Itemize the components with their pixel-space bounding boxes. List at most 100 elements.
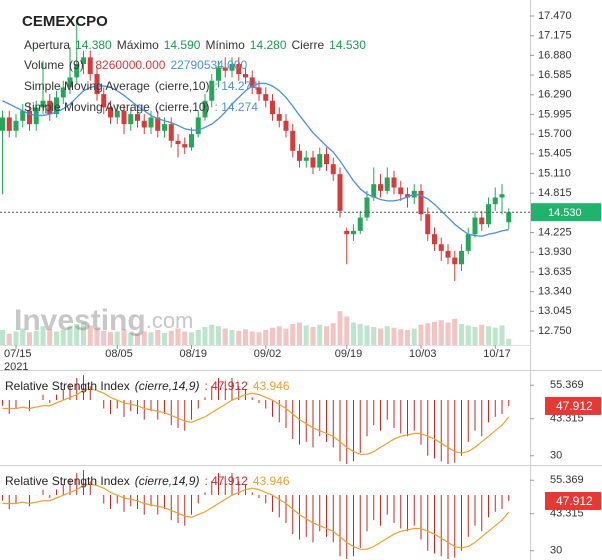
candle-body <box>276 114 282 121</box>
volume-bar <box>216 326 221 345</box>
volume-bar <box>236 330 242 345</box>
candle-body <box>175 140 181 145</box>
candle-body <box>270 100 275 115</box>
ohlc-value: 14.590 <box>164 38 201 52</box>
candle-body <box>324 154 329 165</box>
volume-bar <box>330 323 336 345</box>
symbol-title: CEMEXCPO <box>22 13 108 30</box>
volume-bar <box>202 327 208 345</box>
y-tick-label: 13.045 <box>538 305 572 317</box>
candle-body <box>398 187 404 195</box>
volume-bar <box>108 332 113 345</box>
y-tick-label: 13.340 <box>538 286 572 298</box>
candle-body <box>236 64 242 75</box>
candle-body <box>459 250 464 265</box>
candle-body <box>229 64 235 71</box>
candle-body <box>60 87 66 98</box>
x-tick-label: 08/05 <box>105 348 133 360</box>
candle-body <box>337 174 343 211</box>
volume-bar <box>492 327 498 345</box>
candle-body <box>465 234 471 251</box>
volume-bar <box>465 325 471 345</box>
candle-body <box>317 154 323 168</box>
y-tick-label: 15.405 <box>538 148 572 160</box>
volume-bar <box>310 327 316 345</box>
candle-body <box>492 197 498 205</box>
volume-bar <box>486 326 491 345</box>
candle-body <box>499 194 505 198</box>
signal-line <box>2 388 510 455</box>
volume-bar <box>432 321 437 345</box>
x-tick-label: 08/19 <box>180 348 208 360</box>
candle-body <box>310 157 316 168</box>
candle-body <box>263 94 269 101</box>
watermark: Investing.com <box>14 304 193 337</box>
y-tick-label: 16.585 <box>538 69 572 81</box>
indicator-params: (cierre,14,9) <box>135 379 200 393</box>
rsi-badge <box>545 396 601 415</box>
volume-bar <box>67 327 73 345</box>
volume-bar <box>283 328 289 345</box>
volume-bar <box>418 324 424 345</box>
volume-bar <box>20 328 26 345</box>
candle-body <box>351 230 356 235</box>
volume-bar <box>452 318 458 345</box>
y-tick-label: 12.750 <box>538 325 572 337</box>
volume-bar <box>256 332 262 345</box>
volume-bar <box>81 322 86 345</box>
indicator-params: (cierre,14,9) <box>135 474 200 488</box>
y-tick-label: 30 <box>550 545 562 557</box>
indicator-name: Simple Moving Average <box>24 100 150 114</box>
ohlc-label: Mínimo <box>205 38 245 52</box>
candle-body <box>6 117 12 131</box>
candle-body <box>303 157 309 161</box>
candle-body <box>81 57 86 65</box>
indicator-value: : 14.274 <box>215 79 259 93</box>
volume-bar <box>33 330 39 345</box>
volume-bar <box>472 327 478 345</box>
indicator-value: 43.946 <box>253 474 290 488</box>
y-tick-label: 17.175 <box>538 30 572 42</box>
volume-bar <box>135 333 140 345</box>
volume-bar <box>121 329 127 345</box>
y-tick-label: 17.470 <box>538 10 572 22</box>
candle-body <box>222 67 228 71</box>
volume-bar <box>276 326 282 345</box>
volume-bar <box>182 331 188 345</box>
volume-bar <box>364 325 370 345</box>
candle-body <box>486 204 491 225</box>
candle-body <box>168 124 174 141</box>
y-tick-label: 15.995 <box>538 108 572 120</box>
volume-bar <box>148 332 154 345</box>
volume-bar <box>479 324 485 345</box>
volume-bar <box>499 325 505 345</box>
sma-line <box>2 82 509 237</box>
candle-body <box>418 190 424 215</box>
ohlc-value: 14.530 <box>329 38 366 52</box>
indicator-name: Simple Moving Average <box>24 79 150 93</box>
x-tick-label: 10/17 <box>483 348 511 360</box>
ohlc-value: 14.280 <box>250 38 287 52</box>
volume-bar <box>243 329 248 345</box>
candle-body <box>297 150 302 161</box>
y-tick-label: 14.225 <box>538 226 572 238</box>
volume-bar <box>87 325 93 345</box>
candle-body <box>121 110 127 125</box>
volume-bar <box>60 330 66 345</box>
indicator-name: Volume <box>24 58 64 72</box>
indicator-params: (cierre,10) <box>155 100 210 114</box>
candle-body <box>283 120 289 131</box>
volume-bar <box>506 338 512 345</box>
volume-bar <box>168 330 174 345</box>
volume-bar <box>0 330 5 345</box>
indicator-value: : 47.912 <box>204 474 248 488</box>
volume-bar <box>54 331 59 345</box>
indicator-value: 22790534.000 <box>170 58 247 72</box>
candle-body <box>162 124 167 131</box>
volume-bar <box>27 332 32 345</box>
volume-bar <box>337 311 343 345</box>
candle-body <box>425 214 431 235</box>
last-price-label: 14.530 <box>548 207 582 219</box>
